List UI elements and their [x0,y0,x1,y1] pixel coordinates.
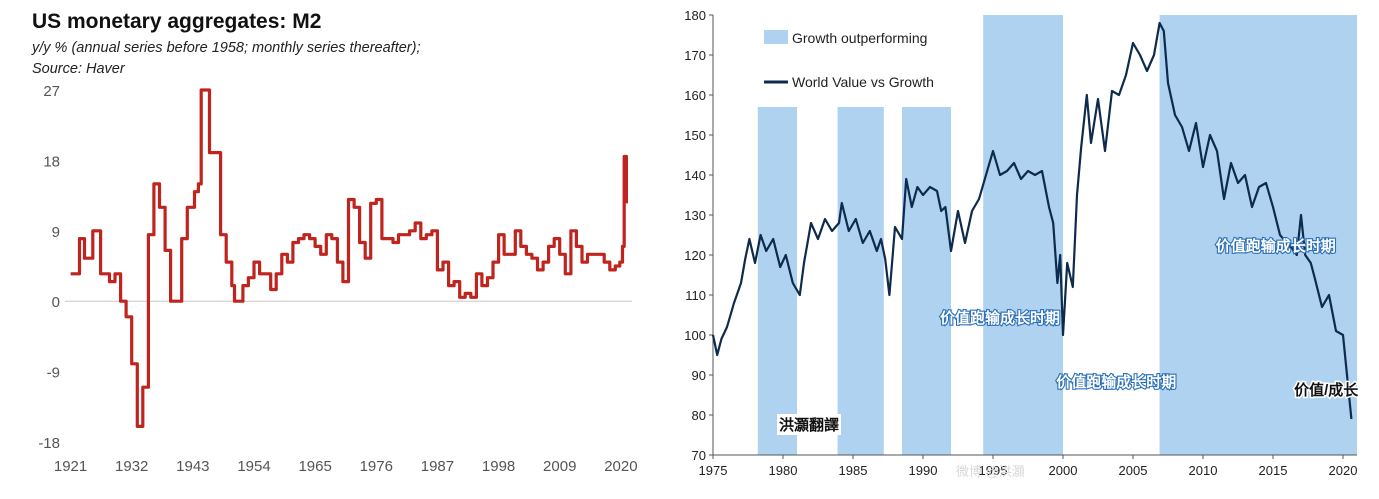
growth-outperforming-band [837,107,884,455]
growth-outperforming-band [757,107,797,455]
m2-chart-title: US monetary aggregates: M2 [32,10,322,33]
x-tick-label: 1995 [979,463,1008,478]
x-tick-label: 2020 [1329,463,1358,478]
m2-chart-subtitle: y/y % (annual series before 1958; monthl… [32,40,421,56]
chart-annotation: 价值/成长 [1294,381,1359,399]
y-tick-label: 90 [692,368,706,383]
growth-outperforming-band [902,107,951,455]
x-tick-label: 1975 [699,463,728,478]
x-tick-label: 2010 [1189,463,1218,478]
y-tick-label: 27 [43,83,60,100]
value-growth-chart-panel: 70 80 90 100 110 120 130 140 150 160 170 180 1975 198… [660,0,1379,499]
y-tick-label: 80 [692,408,706,423]
x-tick-label: 1932 [115,458,148,475]
y-tick-label: 18 [43,153,60,170]
y-tick-label: 9 [52,224,60,241]
growth-outperforming-band [1159,15,1357,455]
m2-chart-panel: US monetary aggregates: M2 y/y % (annual… [0,0,650,499]
x-tick-label: 1998 [482,458,515,475]
y-tick-label: 110 [685,288,706,303]
x-tick-label: 2009 [543,458,576,475]
chart-annotation: 价值跑输成长时期 [1056,373,1176,391]
x-tick-label: 1987 [421,458,454,475]
chart-annotation: 价值跑输成长时期 [1216,237,1336,255]
x-tick-label: 1985 [839,463,868,478]
y-tick-label: 100 [684,328,706,343]
legend-line-label: World Value vs Growth [792,74,934,90]
x-tick-label: 1990 [909,463,938,478]
y-tick-label: 130 [684,208,706,223]
x-tick-label: 2015 [1259,463,1288,478]
legend-box [757,26,953,98]
y-tick-label: 120 [684,248,706,263]
weibo-watermark: 微博 @洪灝 [956,464,1025,479]
x-tick-label: 1921 [54,458,87,475]
x-tick-label: 2005 [1119,463,1148,478]
x-tick-label: 2020 [604,458,637,475]
translator-credit: 洪灝翻譯 [777,414,842,435]
y-tick-label: 150 [684,128,706,143]
m2-series-line [70,88,629,428]
y-tick-label: -9 [47,365,60,382]
value-vs-growth-line-chart: 70 80 90 100 110 120 130 140 150 160 170 180 1975 198… [684,8,1360,478]
x-tick-label: 1954 [237,458,270,475]
growth-outperforming-band [983,15,1063,455]
y-tick-label: 160 [684,88,706,103]
x-tick-label: 2000 [1049,463,1078,478]
legend-band-swatch [764,30,788,44]
x-tick-label: 1943 [176,458,209,475]
m2-chart-source: Source: Haver [32,61,125,77]
y-tick-label: 180 [684,8,706,23]
y-tick-label: 0 [52,294,60,311]
x-tick-label: 1965 [298,458,331,475]
y-tick-label: -18 [38,435,60,452]
x-tick-label: 1976 [360,458,393,475]
legend-band-label: Growth outperforming [792,30,927,46]
y-tick-label: 140 [684,168,706,183]
chart-annotation: 价值跑输成长时期 [940,309,1060,327]
value-vs-growth-line [711,21,1353,420]
y-tick-label: 170 [684,48,706,63]
x-tick-label: 1980 [769,463,798,478]
y-tick-label: 70 [692,448,706,463]
m2-line-chart: 27 18 9 0 -9 -18 1921 1932 1943 1954 1965 1976 1987 1… [38,83,637,475]
